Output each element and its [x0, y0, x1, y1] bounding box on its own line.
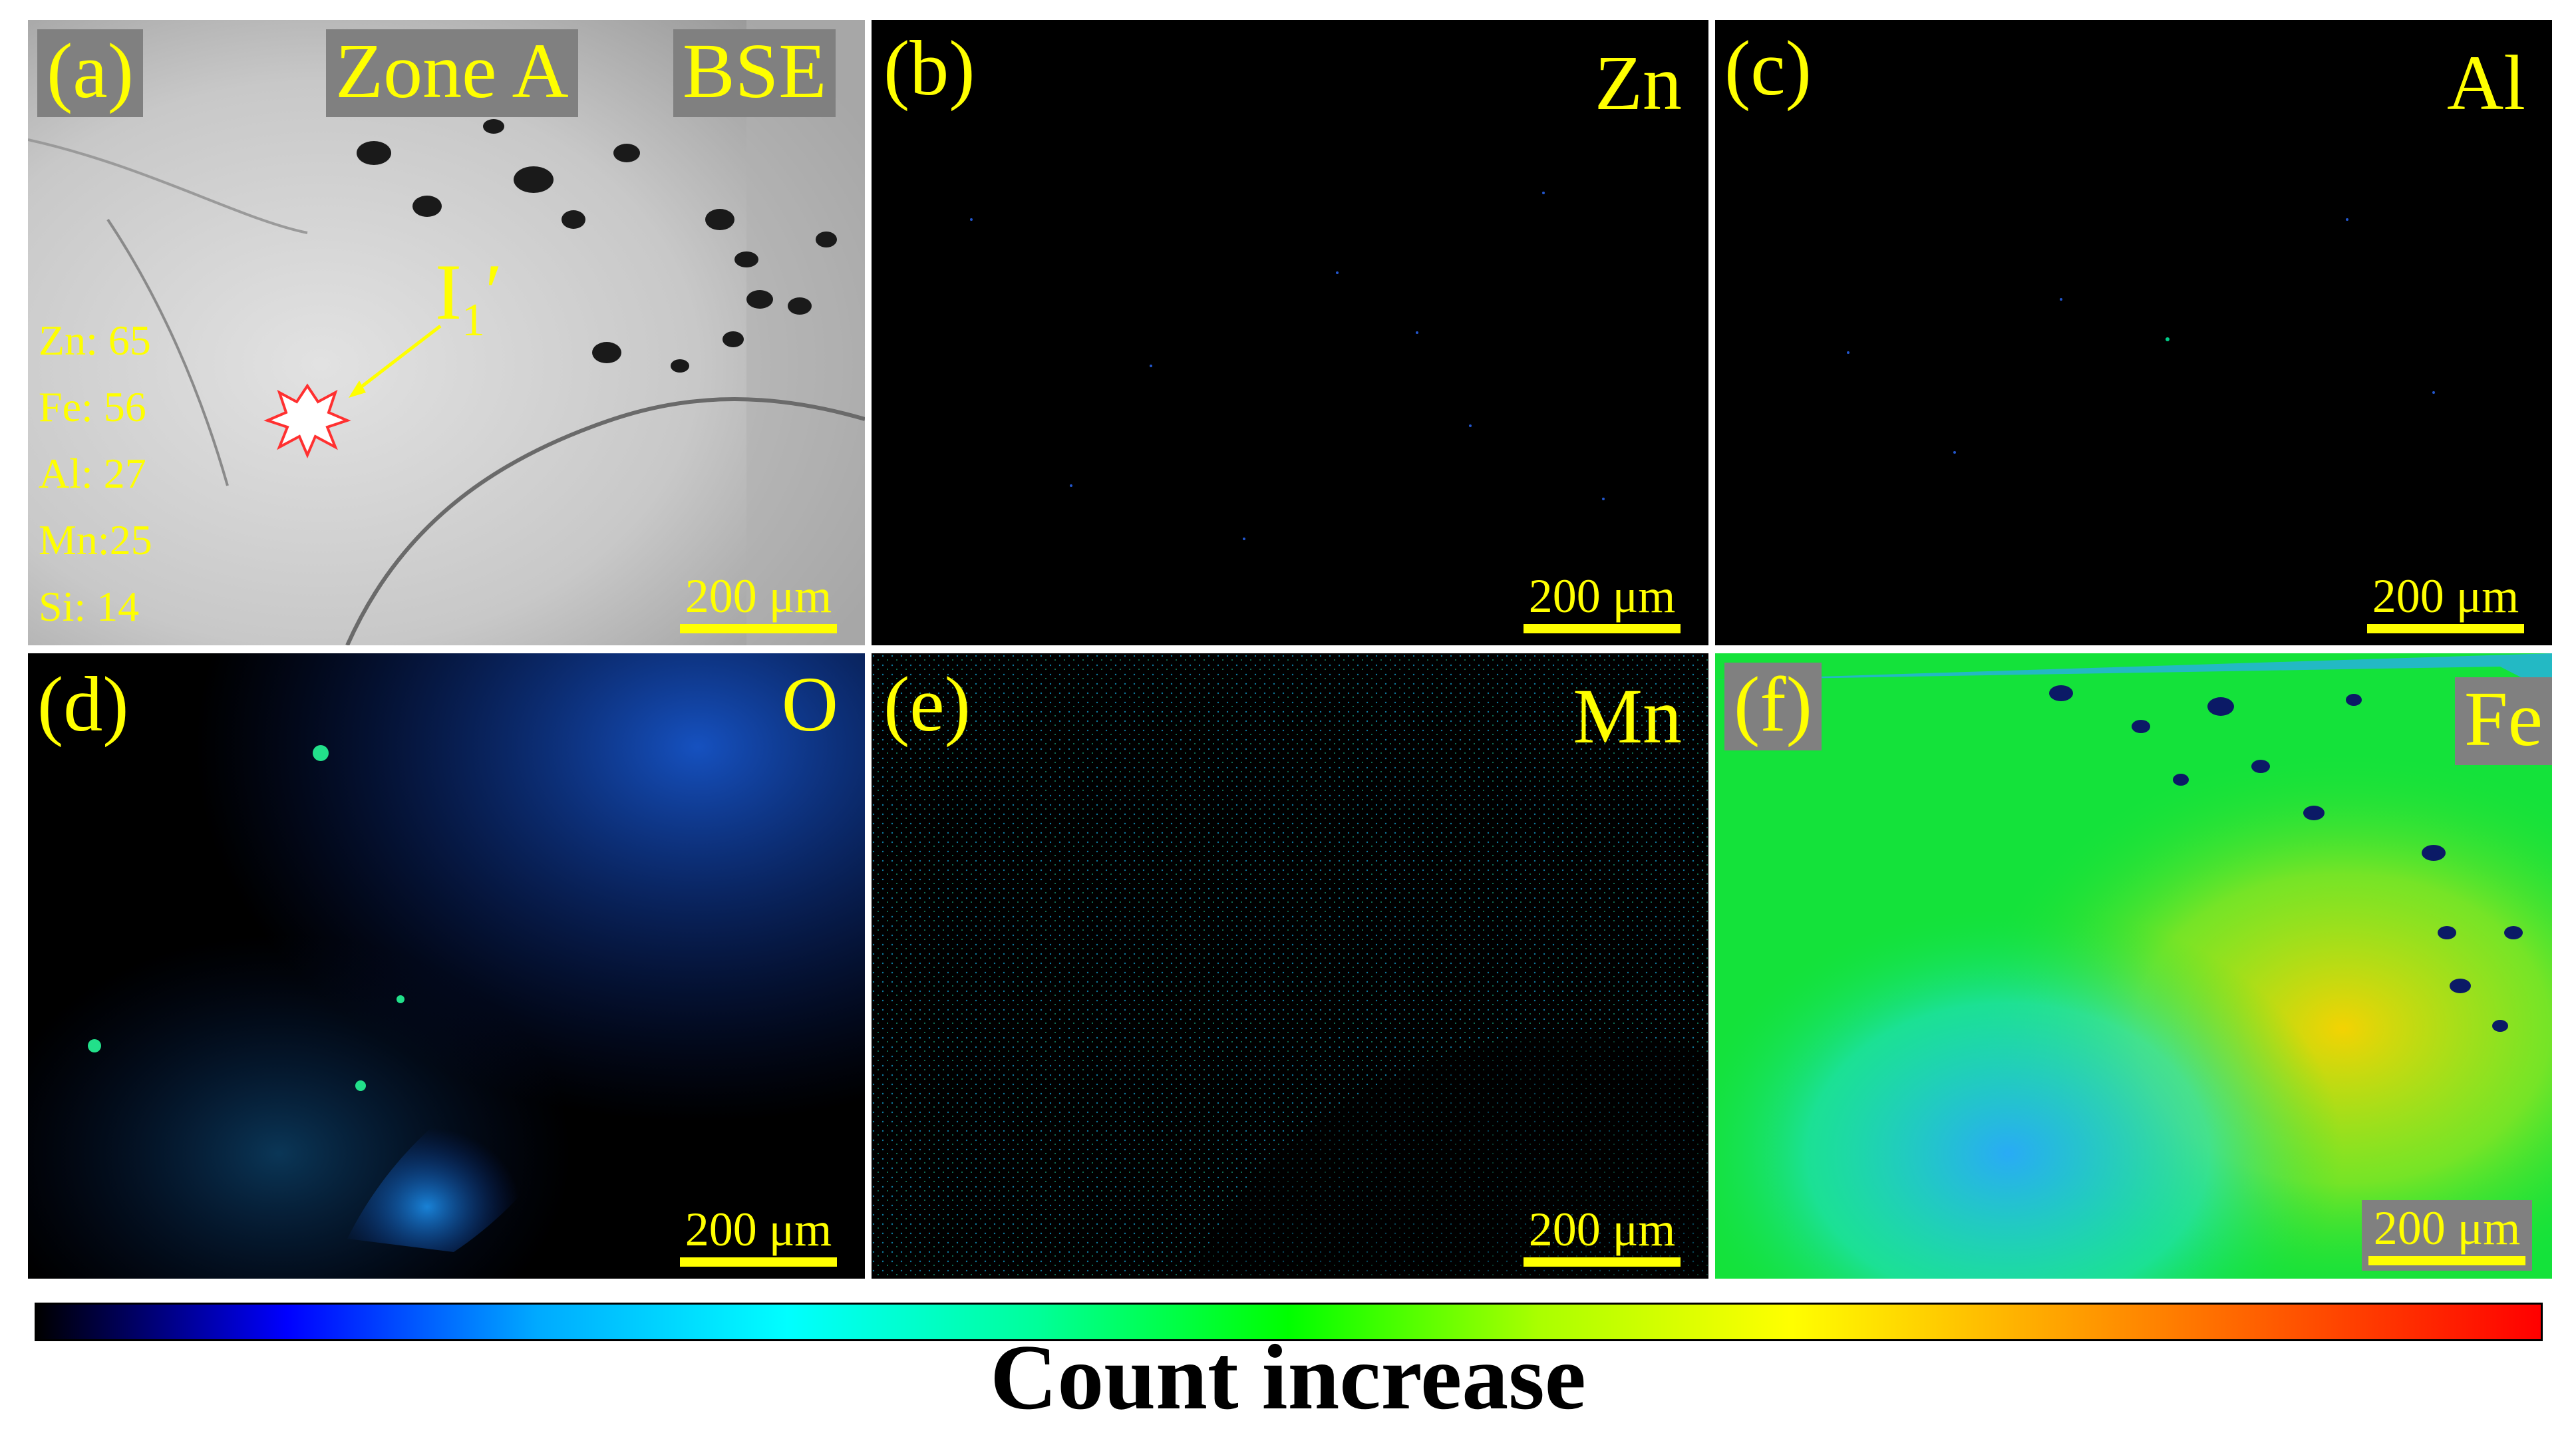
scale-bar: 200 μm [2362, 1200, 2532, 1271]
scale-bar-line [2367, 624, 2524, 633]
scale-bar-label: 200 μm [2372, 569, 2519, 623]
scale-bar: 200 μm [680, 1205, 837, 1267]
scale-bar: 200 μm [680, 572, 837, 633]
scale-bar: 200 μm [1524, 1205, 1681, 1267]
scale-bar-label: 200 μm [685, 1203, 832, 1256]
scale-bar-label: 200 μm [685, 569, 832, 623]
scale-bar-line [1524, 1257, 1681, 1267]
panel-b-label: (b) [884, 25, 975, 112]
scale-bar: 200 μm [1524, 572, 1681, 633]
scale-bar: 200 μm [2367, 572, 2524, 633]
element-list-item: Fe: 56 [39, 383, 146, 430]
element-label-zn: Zn [1594, 39, 1682, 126]
element-list-item: Si: 14 [39, 583, 140, 630]
atomic-mass-list: Zn: 65 Fe: 56 Al: 27 Mn:25 Si: 14 [39, 307, 152, 640]
panel-e-label: (e) [884, 661, 971, 748]
scale-bar-line [680, 1257, 837, 1267]
al-dot-map [1847, 218, 2435, 454]
scale-bar-label: 200 μm [2373, 1201, 2521, 1255]
panel-d-o-map: (d) O 200 μm [28, 653, 865, 1279]
o-map [28, 653, 865, 1279]
fe-map [1715, 653, 2552, 1279]
panel-c-label: (c) [1724, 25, 1812, 112]
panel-f-fe-map: (f) Fe 200 μm [1715, 653, 2552, 1279]
element-list-item: Zn: 65 [39, 317, 151, 364]
element-label-al: Al [2447, 39, 2525, 126]
bse-mode-label: BSE [673, 29, 836, 117]
element-list-item: Mn:25 [39, 516, 152, 563]
panel-e-mn-map: (e) Mn 200 μm [872, 653, 1708, 1279]
scale-bar-line [1524, 624, 1681, 633]
element-list-item: Al: 27 [39, 450, 146, 497]
panel-d-label: (d) [37, 661, 129, 748]
zone-title: Zone A [326, 29, 578, 117]
zn-dot-map [970, 192, 1605, 540]
mn-map [872, 653, 1708, 1279]
scale-bar-label: 200 μm [1528, 569, 1676, 623]
scale-bar-line [680, 624, 837, 633]
scale-bar-line [2368, 1256, 2525, 1265]
panel-a-bse-image: (a) Zone A BSE I1′ Zn: 65 Fe: 56 Al: 27 … [28, 20, 865, 645]
element-label-fe: Fe [2455, 677, 2552, 765]
panel-f-label: (f) [1724, 663, 1822, 750]
panel-b-zn-map: (b) Zn 200 μm [872, 20, 1708, 645]
scale-bar-label: 200 μm [1528, 1203, 1676, 1256]
panel-c-al-map: (c) Al 200 μm [1715, 20, 2552, 645]
impact-star-marker [263, 383, 351, 459]
colorbar-caption: Count increase [990, 1326, 1586, 1429]
element-label-mn: Mn [1573, 673, 1682, 760]
bse-micrograph [28, 20, 865, 645]
panel-a-label: (a) [37, 29, 143, 117]
count-colorbar [35, 1303, 2543, 1341]
element-label-o: O [781, 661, 838, 748]
feature-callout: I1′ [435, 247, 503, 346]
